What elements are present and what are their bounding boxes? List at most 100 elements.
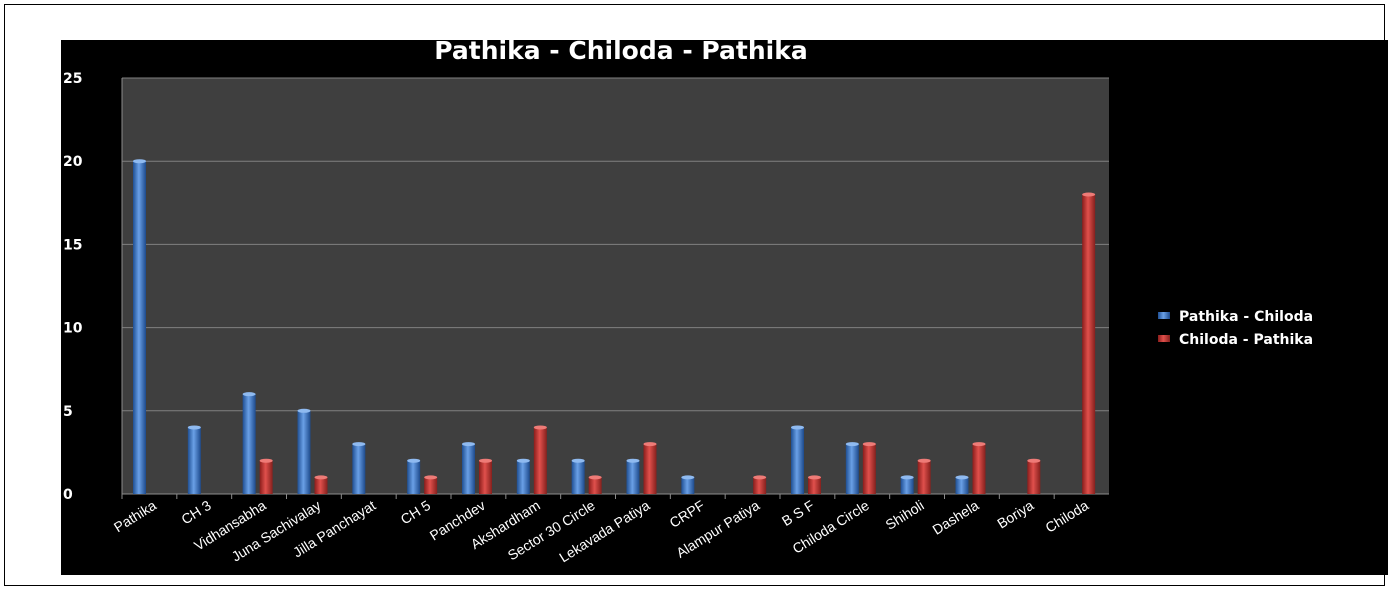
bar-top bbox=[242, 392, 256, 397]
bar-top bbox=[259, 458, 273, 463]
bar-body bbox=[808, 477, 821, 494]
bar-body bbox=[516, 460, 530, 494]
bar-top bbox=[753, 475, 767, 480]
bar-top bbox=[297, 408, 311, 413]
bar-body bbox=[862, 444, 876, 494]
bar-top bbox=[643, 442, 657, 447]
bar-body bbox=[479, 460, 492, 494]
bar-body bbox=[845, 444, 859, 494]
plot-area bbox=[122, 78, 1109, 494]
bar-top bbox=[462, 442, 475, 447]
bar-top bbox=[791, 425, 804, 430]
bar-top bbox=[972, 442, 986, 447]
bar-body bbox=[242, 394, 256, 494]
bar-body bbox=[1082, 194, 1096, 495]
bar-pathika-chiloda bbox=[571, 458, 585, 494]
bar-top bbox=[626, 458, 640, 463]
legend-swatch bbox=[1158, 312, 1170, 319]
legend: Pathika - Chiloda Chiloda - Pathika bbox=[1158, 309, 1313, 348]
bar-body bbox=[681, 477, 695, 494]
x-category-label: Shiholi bbox=[883, 497, 927, 533]
bar-top bbox=[187, 425, 201, 430]
x-category-label: Lekavada Patiya bbox=[556, 497, 652, 566]
bar-chiloda-pathika bbox=[533, 425, 547, 494]
bar-top bbox=[479, 458, 492, 463]
bar-top bbox=[516, 458, 530, 463]
bar-top bbox=[1027, 458, 1041, 463]
bar-chiloda-pathika bbox=[259, 458, 273, 494]
bar-pathika-chiloda bbox=[900, 475, 914, 494]
chart-container: 0 5 10 15 20 25 Pathika CH 3 Vidhansabha Juna Sa… bbox=[61, 40, 1388, 575]
legend-item: Pathika - Chiloda bbox=[1158, 309, 1313, 325]
bar-top bbox=[407, 458, 421, 463]
bar-body bbox=[424, 477, 438, 494]
bar-top bbox=[900, 475, 914, 480]
x-category-label: Chiloda bbox=[1042, 497, 1091, 536]
chart-title: Pathika - Chiloda - Pathika bbox=[434, 40, 807, 65]
bar-top bbox=[862, 442, 876, 447]
x-category-label: CRPF bbox=[667, 497, 708, 531]
bar-top bbox=[133, 159, 146, 164]
x-category-label: Dashela bbox=[929, 497, 981, 538]
bar-chiloda-pathika bbox=[753, 475, 767, 494]
bar-top bbox=[352, 442, 366, 447]
bar-pathika-chiloda bbox=[133, 159, 146, 494]
bar-top bbox=[424, 475, 438, 480]
bar-pathika-chiloda bbox=[681, 475, 695, 494]
bar-top bbox=[1082, 192, 1096, 197]
bar-top bbox=[533, 425, 547, 430]
bar-pathika-chiloda bbox=[187, 425, 201, 494]
bar-body bbox=[917, 460, 931, 494]
bar-pathika-chiloda bbox=[791, 425, 804, 494]
bar-body bbox=[462, 444, 475, 494]
bar-body bbox=[972, 444, 986, 494]
x-category-label: CH 3 bbox=[178, 497, 214, 528]
y-tick-label: 15 bbox=[63, 237, 82, 253]
bar-body bbox=[297, 410, 311, 494]
bar-chiloda-pathika bbox=[1027, 458, 1041, 494]
bar-body bbox=[187, 427, 201, 494]
bar-top bbox=[681, 475, 695, 480]
legend-label: Chiloda - Pathika bbox=[1179, 332, 1313, 348]
y-tick-label: 5 bbox=[63, 404, 73, 420]
legend-label: Pathika - Chiloda bbox=[1179, 309, 1313, 325]
x-category-label: Pathika bbox=[111, 497, 159, 535]
x-category-label: B S F bbox=[779, 497, 817, 529]
bar-body bbox=[352, 444, 366, 494]
bar-top bbox=[808, 475, 821, 480]
bar-body bbox=[571, 460, 585, 494]
image-frame: 0 5 10 15 20 25 Pathika CH 3 Vidhansabha Juna Sa… bbox=[4, 4, 1388, 586]
bar-pathika-chiloda bbox=[845, 442, 859, 494]
bar-pathika-chiloda bbox=[516, 458, 530, 494]
bar-pathika-chiloda bbox=[407, 458, 421, 494]
bar-body bbox=[900, 477, 914, 494]
bar-chiloda-pathika bbox=[917, 458, 931, 494]
bar-chiloda-pathika bbox=[808, 475, 821, 494]
bar-body bbox=[955, 477, 969, 494]
bar-pathika-chiloda bbox=[955, 475, 969, 494]
bar-pathika-chiloda bbox=[297, 408, 311, 494]
bar-pathika-chiloda bbox=[626, 458, 640, 494]
bar-body bbox=[314, 477, 328, 494]
y-tick-label: 25 bbox=[63, 71, 82, 87]
y-tick-label: 20 bbox=[63, 154, 83, 170]
bar-pathika-chiloda bbox=[352, 442, 366, 494]
bar-chiloda-pathika bbox=[479, 458, 492, 494]
bar-pathika-chiloda bbox=[242, 392, 256, 494]
bar-top bbox=[314, 475, 328, 480]
bar-chiloda-pathika bbox=[862, 442, 876, 494]
bar-body bbox=[1027, 460, 1041, 494]
bar-chiloda-pathika bbox=[314, 475, 328, 494]
bar-top bbox=[955, 475, 969, 480]
bar-top bbox=[845, 442, 859, 447]
bar-body bbox=[626, 460, 640, 494]
bar-body bbox=[588, 477, 602, 494]
bar-top bbox=[917, 458, 931, 463]
legend-swatch bbox=[1158, 335, 1170, 342]
y-tick-label: 10 bbox=[63, 321, 83, 337]
bar-chiloda-pathika bbox=[424, 475, 438, 494]
bar-body bbox=[259, 460, 273, 494]
bar-chiloda-pathika bbox=[588, 475, 602, 494]
bar-top bbox=[588, 475, 602, 480]
